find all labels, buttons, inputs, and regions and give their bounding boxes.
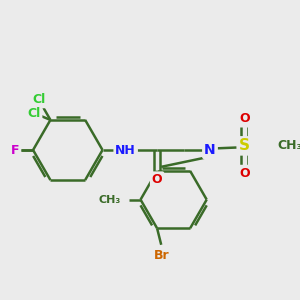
Text: S: S [239, 138, 250, 153]
Text: O: O [152, 173, 162, 186]
Text: O: O [239, 112, 250, 125]
Text: NH: NH [115, 143, 136, 157]
Text: Br: Br [153, 249, 169, 262]
Text: F: F [11, 143, 19, 157]
Text: O: O [239, 167, 250, 180]
Text: N: N [204, 143, 216, 157]
Text: CH₃: CH₃ [278, 140, 300, 152]
Text: CH₃: CH₃ [98, 195, 121, 206]
Text: Cl: Cl [27, 107, 40, 120]
Text: Cl: Cl [32, 93, 46, 106]
Text: F: F [11, 143, 19, 157]
